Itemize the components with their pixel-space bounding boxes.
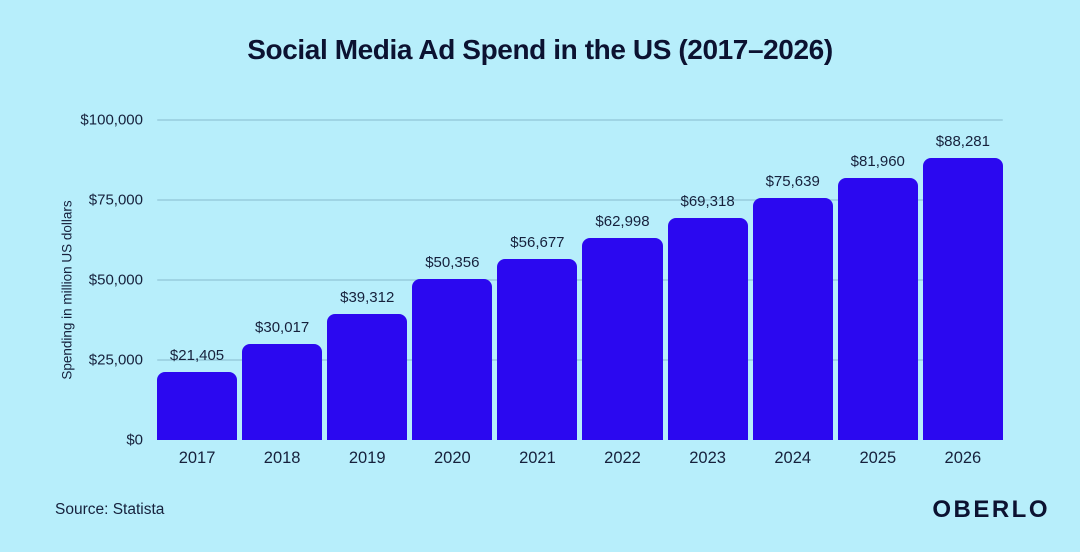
x-tick-label-2024: 2024	[774, 449, 812, 467]
gridline-25000	[157, 359, 1003, 361]
bar-group-2018: $30,017	[242, 120, 323, 440]
source-label: Source: Statista	[55, 501, 165, 518]
bar-group-2021: $56,677	[497, 120, 578, 440]
bar-value-label-2025: $81,960	[850, 152, 905, 170]
bar-2018	[242, 343, 323, 440]
bar-group-2023: $69,318	[667, 120, 748, 440]
bar-value-label-2019: $39,312	[340, 289, 395, 307]
y-tick-label-25000: $25,000	[88, 351, 143, 369]
bar-group-2019: $39,312	[327, 120, 408, 440]
chart-title: Social Media Ad Spend in the US (2017–20…	[247, 34, 833, 65]
x-tick-label-2019: 2019	[348, 449, 386, 467]
bar-2021	[497, 258, 578, 440]
plot-area: $0 $25,000 $50,000 $75,000 $100,000 $21,405 $3…	[80, 112, 1003, 449]
bar-value-label-2018: $30,017	[255, 318, 310, 336]
bar-2017	[157, 371, 238, 440]
bar-value-label-2021: $56,677	[510, 233, 565, 251]
bar-value-label-2020: $50,356	[425, 253, 480, 271]
bar-value-label-2022: $62,998	[595, 213, 650, 231]
bar-2020	[412, 278, 493, 440]
bar-group-2026: $88,281	[922, 120, 1003, 440]
y-tick-label-75000: $75,000	[88, 191, 143, 209]
bar-value-label-2017: $21,405	[169, 346, 225, 364]
gridline-50000	[157, 279, 1003, 281]
x-tick-label-2023: 2023	[689, 449, 726, 467]
x-tick-label-2018: 2018	[263, 449, 301, 467]
x-axis-labels: 2017 2018 2019 2020 2021 2022 2023 2024 2025 2026	[157, 449, 1003, 468]
bar-group-2017: $21,405	[157, 120, 238, 440]
x-tick-label-2021: 2021	[519, 449, 556, 467]
x-tick-label-2017: 2017	[178, 449, 216, 467]
bar-2022	[582, 238, 663, 440]
x-tick-label-2020: 2020	[433, 449, 471, 467]
bar-2026	[922, 157, 1003, 440]
bar-group-2022: $62,998	[582, 120, 663, 440]
brand-logo: OBERLO	[932, 496, 1050, 523]
y-tick-label-50000: $50,000	[88, 271, 143, 289]
bar-value-label-2023: $69,318	[680, 193, 735, 211]
bars-container: $21,405 $30,017 $39,312 $50,356 $56,677 $62,9…	[157, 120, 1003, 440]
y-axis-title: Spending in million US dollars	[59, 200, 75, 380]
bar-2025	[837, 177, 918, 440]
x-tick-label-2026: 2026	[944, 449, 982, 467]
x-tick-label-2022: 2022	[604, 449, 641, 467]
bar-group-2025: $81,960	[837, 120, 918, 440]
y-tick-label-100000: $100,000	[80, 111, 143, 129]
bar-2023	[667, 218, 748, 440]
bar-2019	[327, 314, 408, 440]
x-tick-label-2025: 2025	[859, 449, 897, 467]
gridline-100000	[157, 119, 1003, 121]
bar-2024	[752, 197, 833, 440]
gridline-75000	[157, 199, 1003, 201]
bar-group-2020: $50,356	[412, 120, 493, 440]
bar-value-label-2024: $75,639	[765, 172, 820, 190]
bar-value-label-2026: $88,281	[935, 132, 990, 150]
y-tick-label-0: $0	[126, 431, 143, 449]
bar-group-2024: $75,639	[752, 120, 833, 440]
